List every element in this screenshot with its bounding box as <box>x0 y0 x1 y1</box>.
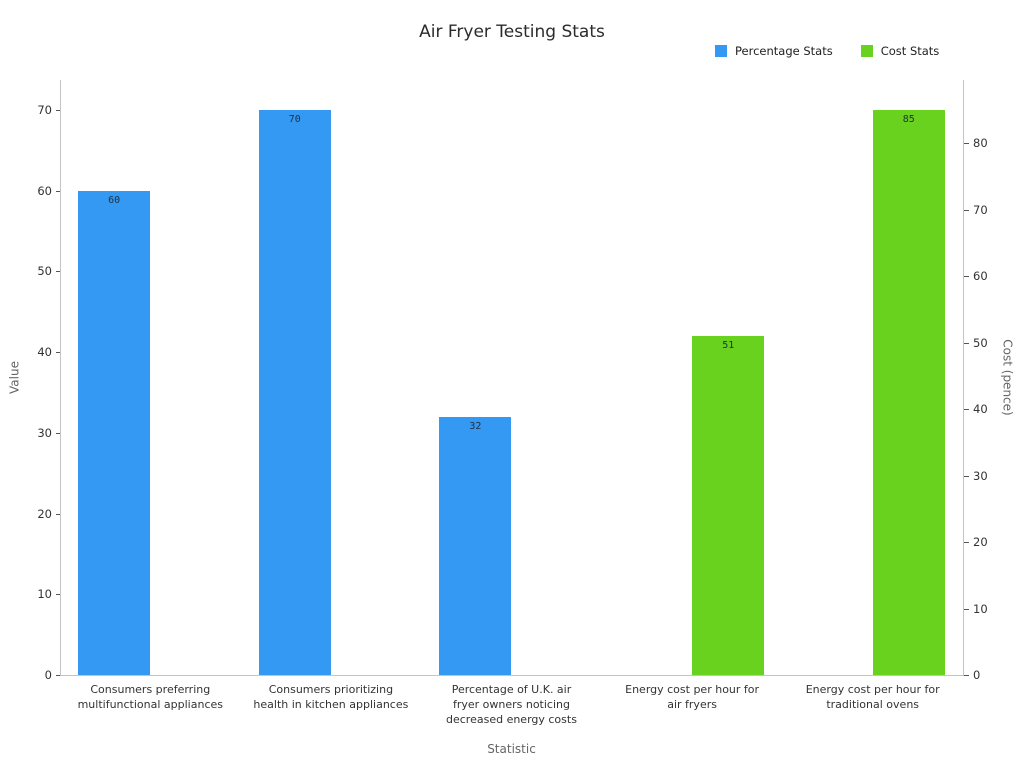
right-axis-tick <box>964 409 969 411</box>
right-axis-tick <box>964 475 969 477</box>
x-axis-category-label: Consumers prioritizing health in kitchen … <box>241 682 422 712</box>
bar: 32 <box>439 416 512 675</box>
category-label-line: Percentage of U.K. air <box>451 683 572 696</box>
x-axis-line <box>60 675 964 676</box>
category-label-line: health in kitchen appliances <box>253 698 409 711</box>
x-axis-category-label: Consumers preferring multifunctional appl… <box>60 682 241 712</box>
left-axis-tick-label: 30 <box>37 425 52 440</box>
bar: 70 <box>258 109 331 675</box>
right-axis-tick <box>964 209 969 211</box>
legend-item-label: Cost Stats <box>880 44 940 58</box>
left-axis-tick-label: 70 <box>37 102 52 117</box>
category-label-line: multifunctional appliances <box>77 698 223 711</box>
y-axis-left-line <box>60 80 61 675</box>
right-axis-tick <box>964 542 969 544</box>
left-axis-tick-label: 60 <box>37 183 52 198</box>
legend-swatch-icon <box>715 45 727 57</box>
category-label-line: air fryers <box>667 698 717 711</box>
bar-value-label: 85 <box>902 113 915 125</box>
left-axis-tick-label: 0 <box>44 668 52 682</box>
right-axis-tick <box>964 342 969 344</box>
right-axis-tick-label: 60 <box>973 269 988 284</box>
chart-title: Air Fryer Testing Stats <box>419 22 605 42</box>
left-axis-tick-label: 40 <box>37 345 52 360</box>
right-axis-tick-label: 20 <box>973 535 988 550</box>
bar: 85 <box>872 109 945 675</box>
right-axis-tick-label: 10 <box>973 601 988 616</box>
category-label-line: Consumers prioritizing <box>268 683 394 696</box>
left-axis-tick <box>56 190 60 192</box>
right-axis-tick-label: 40 <box>973 402 988 417</box>
category-label-line: Energy cost per hour for <box>805 683 940 696</box>
left-axis-tick-label: 20 <box>37 506 52 521</box>
x-axis-category-label: Percentage of U.K. air fryer owners notic… <box>421 682 602 727</box>
left-axis-tick <box>56 109 60 111</box>
left-axis-tick-label: 10 <box>37 587 52 602</box>
left-axis-tick <box>56 352 60 354</box>
left-axis-title: Value <box>7 361 22 394</box>
bar-value-label: 32 <box>469 420 482 432</box>
legend-item: Percentage Stats <box>715 44 833 58</box>
legend-item: Cost Stats <box>860 44 940 58</box>
category-label-line: traditional ovens <box>826 698 920 711</box>
bar: 51 <box>692 335 765 675</box>
left-axis-tick <box>56 513 60 515</box>
left-axis-tick <box>56 271 60 273</box>
left-axis-tick <box>56 432 60 434</box>
right-axis-tick-label: 0 <box>973 668 981 682</box>
x-axis-category-label: Energy cost per hour for traditional oven… <box>782 682 963 712</box>
left-axis-tick <box>56 594 60 596</box>
legend-swatch-icon <box>860 45 873 57</box>
bar-value-label: 70 <box>288 113 301 125</box>
left-axis-tick <box>56 675 60 676</box>
category-label-line: Energy cost per hour for <box>625 683 760 696</box>
category-label-line: Consumers preferring <box>90 683 211 696</box>
category-label-line: decreased energy costs <box>446 713 577 726</box>
right-axis-tick-label: 50 <box>973 335 988 350</box>
right-axis-tick <box>964 608 969 610</box>
right-axis-tick <box>964 276 969 278</box>
y-axis-right-line <box>963 80 964 675</box>
bar: 60 <box>78 190 151 675</box>
right-axis-tick-label: 80 <box>973 136 988 151</box>
x-axis-category-label: Energy cost per hour for air fryers <box>602 682 783 712</box>
bar-value-label: 51 <box>722 339 735 351</box>
category-label-line: fryer owners noticing <box>452 698 570 711</box>
right-axis-tick <box>964 675 969 676</box>
bar-value-label: 60 <box>108 194 121 206</box>
left-axis-tick-label: 50 <box>37 264 52 279</box>
right-axis-tick <box>964 143 969 145</box>
right-axis-tick-label: 30 <box>973 468 988 483</box>
right-axis-tick-label: 70 <box>973 202 988 217</box>
legend-item-label: Percentage Stats <box>735 44 833 58</box>
legend: Percentage Stats Cost Stats <box>715 44 939 58</box>
x-axis-title: Statistic <box>487 742 536 756</box>
